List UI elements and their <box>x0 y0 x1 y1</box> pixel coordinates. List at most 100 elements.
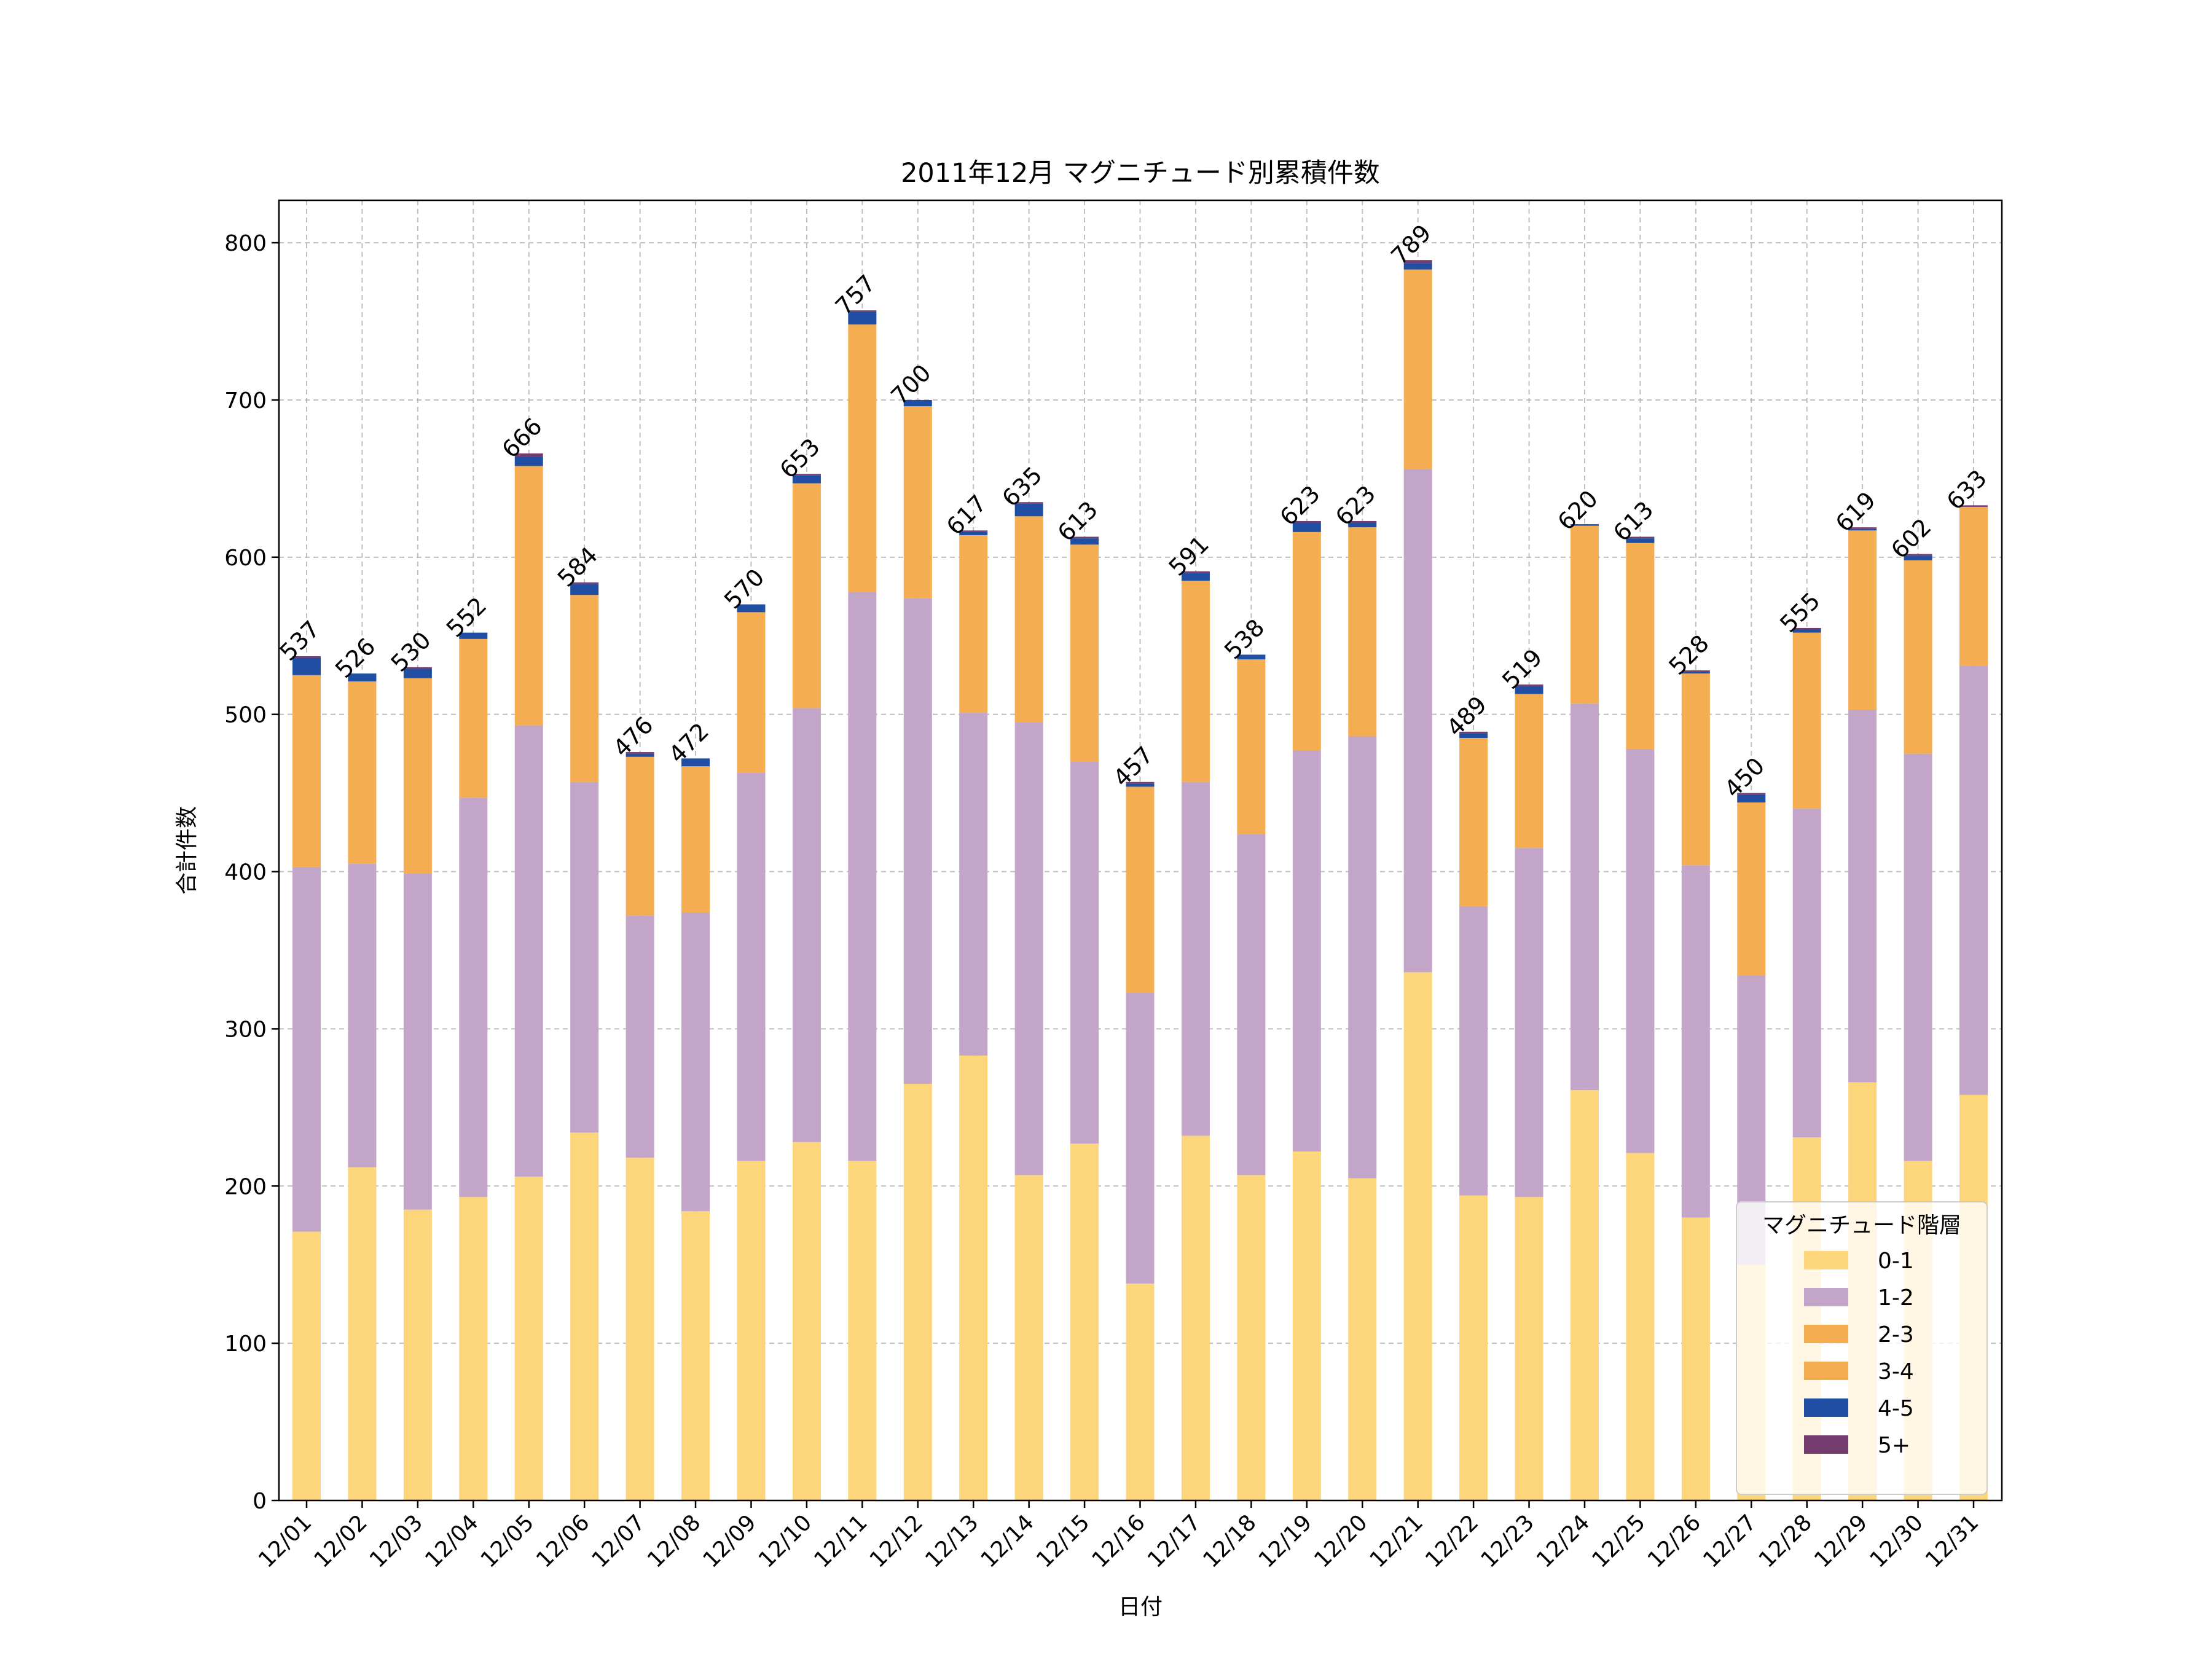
bar-segment <box>737 612 766 773</box>
bar-segment <box>514 457 543 466</box>
bar-segment <box>903 399 932 407</box>
bar-segment <box>1459 733 1488 739</box>
bar-segment <box>1014 502 1043 504</box>
bar-segment <box>792 708 821 1142</box>
legend-entry: 3-4 <box>1878 1359 1914 1384</box>
bar-segment <box>348 673 377 681</box>
bar-segment <box>514 1176 543 1500</box>
bar-segment <box>1681 865 1710 1218</box>
bar-segment <box>292 866 321 1232</box>
bar-segment <box>1459 1195 1488 1500</box>
bar-segment <box>848 312 877 325</box>
bar-segment <box>1515 686 1543 694</box>
bar-segment <box>1348 1178 1377 1500</box>
bar-segment <box>1848 710 1877 1083</box>
bar-segment <box>903 406 932 598</box>
legend-entry: 1-2 <box>1878 1285 1914 1311</box>
bar-segment <box>903 598 932 1084</box>
bar-segment <box>792 475 821 484</box>
bar-segment <box>459 798 488 1198</box>
bar-segment <box>1014 503 1043 517</box>
legend-swatch <box>1804 1362 1848 1380</box>
bar-segment <box>1515 694 1543 849</box>
bar-segment <box>1904 753 1932 1161</box>
bar-segment <box>1014 1175 1043 1500</box>
bar-segment <box>1626 1153 1655 1500</box>
bar-segment <box>1403 269 1432 469</box>
bar-segment <box>1237 834 1266 1175</box>
bar-segment <box>1237 1175 1266 1500</box>
bar-segment <box>1681 673 1710 866</box>
bar-segment <box>1681 672 1710 674</box>
legend-entry: 2-3 <box>1878 1322 1914 1347</box>
bar-segment <box>959 531 988 535</box>
bar-segment <box>1292 750 1321 1151</box>
y-axis-label: 合計件数 <box>175 806 200 895</box>
bar-segment <box>1126 783 1155 787</box>
bar-segment <box>1181 1135 1210 1500</box>
bar-segment <box>1570 524 1599 526</box>
bar-segment <box>626 1158 654 1500</box>
bar-segment <box>1348 736 1377 1179</box>
bar-segment <box>1459 906 1488 1196</box>
legend-swatch <box>1804 1435 1848 1454</box>
bar-segment <box>1904 555 1932 560</box>
bar-segment <box>403 669 432 678</box>
bar-segment <box>403 667 432 669</box>
bar-segment <box>459 632 488 639</box>
bar-segment <box>570 595 599 782</box>
legend-entry: 4-5 <box>1878 1396 1914 1421</box>
bar-segment <box>514 725 543 1177</box>
bar-segment <box>514 466 543 726</box>
bar-segment <box>1459 731 1488 734</box>
bar-segment <box>848 310 877 312</box>
bar-segment <box>681 912 710 1212</box>
bar-segment <box>1237 659 1266 834</box>
bar-segment <box>1681 670 1710 672</box>
bar-segment <box>1403 263 1432 270</box>
bar-segment <box>1070 1143 1099 1500</box>
legend-entry: 5+ <box>1878 1433 1910 1458</box>
bar-segment <box>1626 538 1655 543</box>
bar-segment <box>514 453 543 457</box>
bars <box>292 260 1988 1500</box>
y-tick-label: 100 <box>224 1332 267 1357</box>
bar-segment <box>1070 536 1099 539</box>
bar-segment <box>1959 665 1988 1095</box>
bar-segment <box>292 656 321 658</box>
bar-segment <box>626 756 654 916</box>
bar-segment <box>570 1132 599 1500</box>
bar-segment <box>959 1055 988 1500</box>
bar-segment <box>1515 1197 1543 1500</box>
bar-segment <box>1348 520 1377 523</box>
bar-segment <box>1626 748 1655 1153</box>
bar-segment <box>403 1209 432 1500</box>
bar-segment <box>348 863 377 1167</box>
bar-segment <box>737 1161 766 1500</box>
bar-segment <box>348 1167 377 1500</box>
bar-segment <box>1959 506 1988 666</box>
bar-segment <box>848 1161 877 1500</box>
bar-segment <box>959 713 988 1056</box>
bar-segment <box>1348 522 1377 528</box>
y-tick-label: 300 <box>224 1017 267 1042</box>
bar-segment <box>292 675 321 867</box>
bar-segment <box>1348 527 1377 737</box>
legend-swatch <box>1804 1325 1848 1343</box>
bar-segment <box>959 530 988 532</box>
bar-segment <box>1014 516 1043 723</box>
bar-segment <box>403 873 432 1210</box>
legend: マグニチュード階層 0-1 1-2 2-3 3-4 4-5 5+ <box>1736 1201 1988 1495</box>
bar-segment <box>737 772 766 1161</box>
y-tick-label: 0 <box>253 1489 267 1514</box>
legend-entry: 0-1 <box>1878 1249 1914 1274</box>
bar-segment <box>1570 525 1599 704</box>
bar-segment <box>1848 527 1877 529</box>
bar-segment <box>1403 260 1432 264</box>
y-axis: 0 100 200 300 400 500 600 700 800 <box>224 231 279 1514</box>
y-tick-label: 500 <box>224 703 267 728</box>
bar-segment <box>1515 848 1543 1198</box>
bar-segment <box>1014 722 1043 1175</box>
bar-segment <box>1904 560 1932 754</box>
bar-segment <box>1626 543 1655 749</box>
